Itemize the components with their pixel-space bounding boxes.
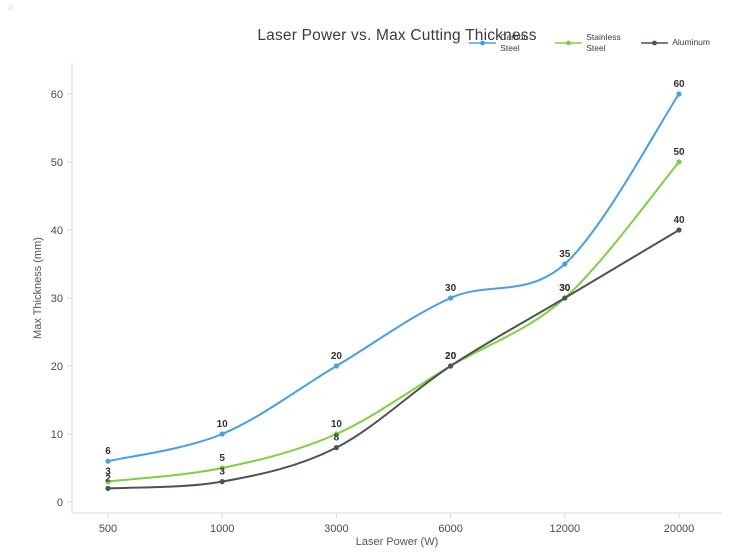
data-point-marker xyxy=(562,261,568,267)
data-point-marker xyxy=(105,479,111,485)
data-point-marker xyxy=(676,91,682,97)
data-point-label: 20 xyxy=(445,351,457,362)
chart-title: Laser Power vs. Max Cutting Thickness xyxy=(257,27,537,44)
data-point-label: 2 xyxy=(105,473,111,484)
close-icon[interactable]: × xyxy=(7,0,15,15)
data-point-label: 10 xyxy=(217,419,229,430)
data-point-marker xyxy=(676,227,682,233)
y-tick-label: 50 xyxy=(51,157,63,169)
series-line xyxy=(107,229,680,490)
data-point-label: 50 xyxy=(673,147,685,158)
data-point-marker xyxy=(219,431,225,437)
data-point-label: 30 xyxy=(559,283,571,294)
legend-label: Stainless Steel xyxy=(586,32,621,53)
data-point-label: 8 xyxy=(334,433,340,444)
x-tick-label: 3000 xyxy=(324,523,348,535)
data-point-marker xyxy=(333,431,339,437)
x-tick-label: 12000 xyxy=(550,523,581,535)
data-point-marker xyxy=(448,363,454,369)
x-tick-label: 1000 xyxy=(210,523,234,535)
legend-marker-line-dot xyxy=(555,40,583,46)
y-tick-label: 20 xyxy=(51,361,63,373)
data-point-label: 5 xyxy=(219,453,225,464)
y-tick-label: 40 xyxy=(51,225,63,237)
series-line xyxy=(107,93,680,463)
legend-label: Carbon Steel xyxy=(500,32,529,53)
x-tick-label: 500 xyxy=(99,523,117,535)
data-point-marker xyxy=(105,485,111,491)
data-point-label: 30 xyxy=(559,283,571,294)
data-point-marker xyxy=(562,295,568,301)
data-point-marker xyxy=(333,445,339,451)
data-point-label: 60 xyxy=(673,79,685,90)
x-tick-label: 20000 xyxy=(664,523,695,535)
data-point-label: 3 xyxy=(105,467,111,478)
legend-marker-line-dot xyxy=(641,40,669,46)
data-point-label: 6 xyxy=(105,446,111,457)
data-point-label: 10 xyxy=(331,419,343,430)
y-tick-label: 60 xyxy=(51,89,63,101)
data-point-marker xyxy=(333,363,339,369)
y-tick-label: 0 xyxy=(57,497,63,509)
data-point-label: 20 xyxy=(445,351,457,362)
data-point-marker xyxy=(219,465,225,471)
series-line xyxy=(107,161,680,483)
legend-item-carbon-steel[interactable]: Carbon Steel xyxy=(469,32,546,53)
legend-marker-line-dot xyxy=(469,40,497,46)
legend-item-stainless-steel[interactable]: Stainless Steel xyxy=(555,32,632,53)
data-point-marker xyxy=(219,479,225,485)
y-tick-label: 10 xyxy=(51,429,63,441)
x-axis-title: Laser Power (W) xyxy=(356,536,439,548)
legend-label: Aluminum xyxy=(672,37,710,48)
data-point-label: 35 xyxy=(559,249,571,260)
x-tick-label: 6000 xyxy=(438,523,462,535)
y-tick-label: 30 xyxy=(51,293,63,305)
data-point-marker xyxy=(105,458,111,464)
legend: Carbon Steel Stainless Steel Aluminum xyxy=(469,32,710,53)
data-point-label: 20 xyxy=(331,351,343,362)
legend-item-aluminum[interactable]: Aluminum xyxy=(641,37,710,48)
y-axis-title: Max Thickness (mm) xyxy=(32,237,44,339)
data-point-label: 30 xyxy=(445,283,457,294)
data-point-marker xyxy=(448,295,454,301)
data-point-label: 3 xyxy=(219,467,225,478)
data-point-label: 40 xyxy=(673,215,685,226)
data-point-marker xyxy=(676,159,682,165)
